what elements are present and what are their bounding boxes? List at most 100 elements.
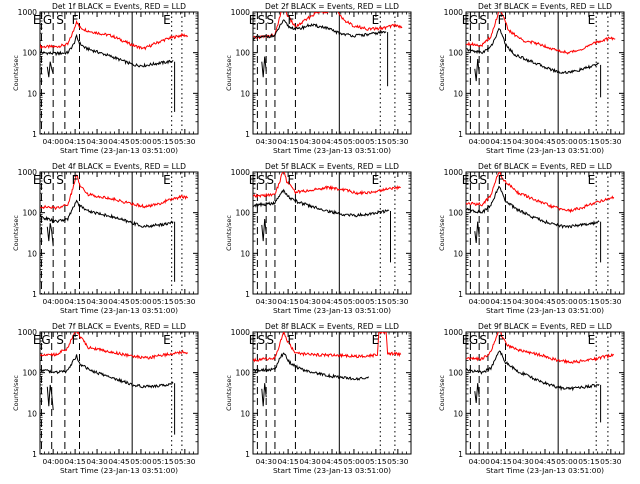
x-tick-label: 04:00: [469, 457, 491, 466]
y-tick-label: 1: [245, 450, 250, 459]
marker-label: F: [498, 333, 505, 347]
x-tick-label: 05:30: [600, 297, 622, 306]
x-tick-label: 05:00: [343, 457, 365, 466]
marker-label: E: [588, 13, 596, 27]
x-tick-label: 04:30: [299, 137, 321, 146]
marker-label: S: [479, 13, 487, 27]
marker-label: E: [588, 333, 596, 347]
y-tick-label: 1000: [231, 8, 250, 17]
y-tick-label: 1000: [231, 328, 250, 337]
x-tick-label: 05:30: [387, 297, 409, 306]
y-tick-label: 1: [245, 130, 250, 139]
events-series-line: [46, 61, 54, 78]
y-axis-label: Counts/sec: [12, 215, 20, 251]
detector-panel-4: Det 4f BLACK = Events, RED = LLD 1 10 100 10…: [12, 162, 199, 315]
x-tick-label: 04:30: [86, 137, 108, 146]
marker-label: G: [469, 173, 478, 187]
x-tick-label: 05:15: [365, 457, 387, 466]
x-tick-label: 05:30: [174, 137, 196, 146]
events-series-line: [40, 199, 174, 229]
marker-label: E: [372, 13, 380, 27]
x-tick-label: 05:30: [600, 457, 622, 466]
lld-series-line: [253, 172, 401, 199]
detector-panel-3: Det 3f BLACK = Events, RED = LLD 1 10 100 10…: [438, 2, 625, 155]
x-tick-label: 04:30: [256, 137, 278, 146]
y-tick-label: 1000: [444, 8, 463, 17]
marker-label: S: [56, 173, 64, 187]
x-axis-label: Start Time (23-Jan-13 03:51:00): [486, 466, 604, 475]
marker-label: S: [258, 13, 266, 27]
x-tick-label: 05:00: [556, 297, 578, 306]
y-tick-label: 10: [27, 89, 37, 98]
marker-label: S: [479, 333, 487, 347]
x-axis-label: Start Time (23-Jan-13 03:51:00): [273, 466, 391, 475]
events-series-line: [46, 384, 54, 411]
x-axis-label: Start Time (23-Jan-13 03:51:00): [273, 146, 391, 155]
y-axis-label: Counts/sec: [438, 215, 446, 251]
x-tick-label: 05:30: [174, 457, 196, 466]
marker-label: F: [288, 13, 295, 27]
y-tick-label: 1: [458, 450, 463, 459]
lld-series-line: [466, 172, 615, 214]
marker-label: E: [249, 173, 257, 187]
x-tick-label: 04:45: [321, 457, 343, 466]
x-tick-label: 04:00: [469, 137, 491, 146]
marker-label: S: [258, 173, 266, 187]
events-series-line: [253, 188, 390, 218]
y-axis-label: Counts/sec: [12, 55, 20, 91]
events-series-line: [253, 352, 370, 381]
marker-label: E: [249, 333, 257, 347]
marker-label: G: [43, 173, 52, 187]
marker-label: S: [56, 13, 64, 27]
x-tick-label: 04:00: [469, 297, 491, 306]
detector-panel-5: Det 5f BLACK = Events, RED = LLD 1 10 100 10…: [225, 162, 412, 315]
y-tick-label: 1: [458, 290, 463, 299]
marker-label: S: [266, 333, 274, 347]
marker-label: G: [469, 333, 478, 347]
x-tick-label: 04:45: [534, 457, 556, 466]
panel-title: Det 9f BLACK = Events, RED = LLD: [478, 322, 612, 331]
x-tick-label: 04:30: [512, 457, 534, 466]
panel-title: Det 2f BLACK = Events, RED = LLD: [265, 2, 399, 11]
events-series-line: [261, 56, 267, 78]
y-axis-label: Counts/sec: [225, 55, 233, 91]
x-tick-label: 04:15: [64, 457, 86, 466]
x-tick-label: 04:30: [256, 457, 278, 466]
x-axis-label: Start Time (23-Jan-13 03:51:00): [486, 146, 604, 155]
marker-label: S: [56, 333, 64, 347]
x-tick-label: 04:45: [321, 137, 343, 146]
marker-label: E: [163, 173, 171, 187]
panel-title: Det 7f BLACK = Events, RED = LLD: [52, 322, 186, 331]
x-tick-label: 04:30: [299, 297, 321, 306]
x-tick-label: 05:00: [130, 297, 152, 306]
marker-label: S: [266, 13, 274, 27]
marker-label: F: [498, 13, 505, 27]
x-tick-label: 04:15: [490, 297, 512, 306]
plot-data: [40, 332, 189, 454]
marker-label: F: [72, 13, 79, 27]
marker-label: E: [163, 13, 171, 27]
x-tick-label: 05:15: [152, 137, 174, 146]
events-series-line: [46, 223, 54, 247]
marker-label: E: [462, 13, 470, 27]
x-tick-label: 05:30: [387, 137, 409, 146]
events-series-line: [466, 350, 600, 392]
plot-data: [466, 172, 615, 294]
marker-label: F: [72, 173, 79, 187]
x-axis-label: Start Time (23-Jan-13 03:51:00): [273, 306, 391, 315]
x-tick-label: 05:00: [343, 297, 365, 306]
y-tick-label: 100: [449, 209, 464, 218]
y-tick-label: 1: [458, 130, 463, 139]
x-tick-label: 04:15: [490, 137, 512, 146]
x-tick-label: 04:15: [277, 297, 299, 306]
y-tick-label: 100: [23, 209, 38, 218]
x-tick-label: 04:45: [321, 297, 343, 306]
plot-data: [40, 12, 189, 134]
detector-panel-7: Det 7f BLACK = Events, RED = LLD 1 10 100 10…: [12, 322, 199, 475]
panel-title: Det 5f BLACK = Events, RED = LLD: [265, 162, 399, 171]
y-tick-label: 1000: [444, 328, 463, 337]
x-tick-label: 04:15: [277, 457, 299, 466]
plot-data: [40, 172, 189, 294]
y-tick-label: 100: [236, 209, 251, 218]
